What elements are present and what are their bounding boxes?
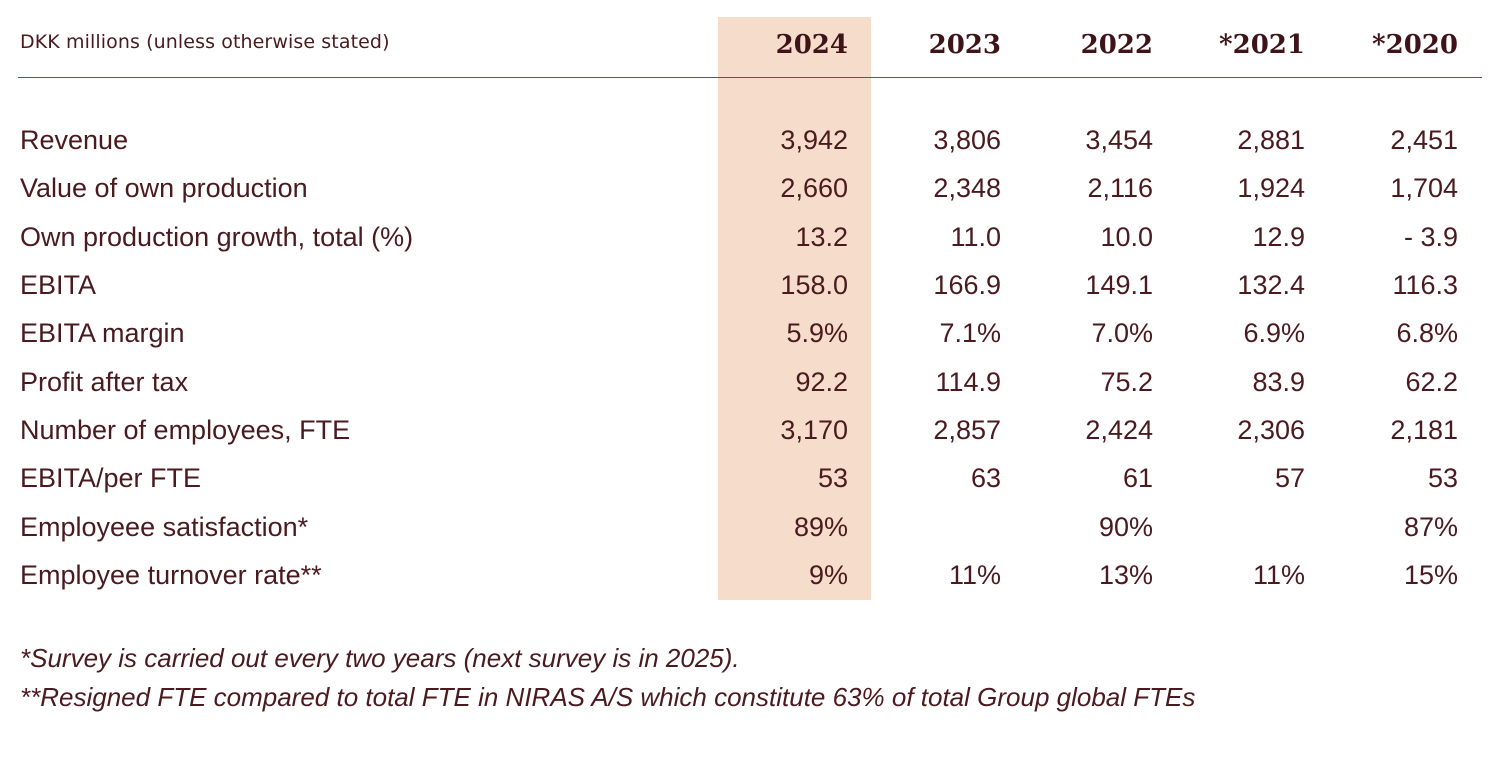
cell-2020: 53 <box>1427 463 1458 493</box>
table-row-employee-turnover-rate: Employee turnover rate** 9% 11% 13% 11% … <box>0 553 1500 597</box>
cell-2024: 9% <box>808 560 848 590</box>
year-header-2020: *2020 <box>1372 30 1458 60</box>
cell-2023: 114.9 <box>935 367 1001 397</box>
row-label: Own production growth, total (%) <box>20 222 414 252</box>
cell-2024: 92.2 <box>795 367 848 397</box>
cell-2022: 2,116 <box>1087 173 1153 203</box>
cell-2024: 89% <box>793 512 848 542</box>
cell-2023: 2,348 <box>933 173 1001 203</box>
unit-label: DKK millions (unless otherwise stated) <box>20 31 390 53</box>
cell-2021: 2,881 <box>1237 125 1305 155</box>
cell-2022: 149.1 <box>1085 270 1153 300</box>
table-row-number-of-employees: Number of employees, FTE 3,170 2,857 2,4… <box>0 408 1500 452</box>
table-row-revenue: Revenue 3,942 3,806 3,454 2,881 2,451 <box>0 118 1500 162</box>
table-row-ebita-margin: EBITA margin 5.9% 7.1% 7.0% 6.9% 6.8% <box>0 311 1500 355</box>
cell-2024: 3,170 <box>780 415 848 445</box>
cell-2024: 2,660 <box>780 173 848 203</box>
footnote-turnover: **Resigned FTE compared to total FTE in … <box>20 682 1196 712</box>
row-label: EBITA margin <box>20 318 185 348</box>
cell-2022: 2,424 <box>1085 415 1153 445</box>
header-divider <box>18 77 1482 78</box>
cell-2024: 13.2 <box>795 222 848 252</box>
cell-2021: 6.9% <box>1243 318 1305 348</box>
table-row-ebita-per-fte: EBITA/per FTE 53 63 61 57 53 <box>0 456 1500 500</box>
cell-2020: 62.2 <box>1405 367 1458 397</box>
cell-2020: 2,181 <box>1390 415 1458 445</box>
table-row-employee-satisfaction: Employeee satisfaction* 89% 90% 87% <box>0 505 1500 549</box>
year-header-2022: 2022 <box>1080 30 1153 60</box>
cell-2023: 7.1% <box>939 318 1001 348</box>
cell-2022: 90% <box>1098 512 1153 542</box>
row-label: Profit after tax <box>20 367 189 397</box>
cell-2023: 11% <box>948 560 1001 590</box>
cell-2024: 3,942 <box>780 125 848 155</box>
cell-2020: 2,451 <box>1390 125 1458 155</box>
cell-2020: 6.8% <box>1396 318 1458 348</box>
cell-2021: 57 <box>1274 463 1305 493</box>
cell-2021: 83.9 <box>1252 367 1305 397</box>
table-row-profit-after-tax: Profit after tax 92.2 114.9 75.2 83.9 62… <box>0 360 1500 404</box>
cell-2021: 1,924 <box>1237 173 1305 203</box>
table-row-ebita: EBITA 158.0 166.9 149.1 132.4 116.3 <box>0 263 1500 307</box>
cell-2020: - 3.9 <box>1403 222 1458 252</box>
cell-2021: 12.9 <box>1252 222 1305 252</box>
cell-2022: 7.0% <box>1091 318 1153 348</box>
row-label: Value of own production <box>20 173 308 203</box>
cell-2023: 166.9 <box>933 270 1001 300</box>
row-label: Number of employees, FTE <box>20 415 351 445</box>
cell-2020: 1,704 <box>1390 173 1458 203</box>
row-label: Employeee satisfaction* <box>20 512 309 542</box>
table-row-own-production-growth: Own production growth, total (%) 13.2 11… <box>0 215 1500 259</box>
cell-2023: 2,857 <box>933 415 1001 445</box>
table-row-value-of-own-production: Value of own production 2,660 2,348 2,11… <box>0 166 1500 210</box>
footnote-survey: *Survey is carried out every two years (… <box>20 643 740 673</box>
row-label: EBITA/per FTE <box>20 463 202 493</box>
cell-2020: 116.3 <box>1392 270 1458 300</box>
row-label: Revenue <box>20 125 129 155</box>
year-header-2024: 2024 <box>775 30 848 60</box>
cell-2024: 158.0 <box>780 270 848 300</box>
cell-2021: 2,306 <box>1237 415 1305 445</box>
cell-2023: 11.0 <box>950 222 1001 252</box>
year-header-2023: 2023 <box>928 30 1001 60</box>
cell-2021: 132.4 <box>1237 270 1305 300</box>
year-header-2021: *2021 <box>1219 30 1305 60</box>
cell-2024: 5.9% <box>786 318 848 348</box>
cell-2023: 3,806 <box>933 125 1001 155</box>
row-label: EBITA <box>20 270 97 300</box>
cell-2022: 3,454 <box>1085 125 1153 155</box>
cell-2022: 10.0 <box>1100 222 1153 252</box>
cell-2020: 87% <box>1403 512 1458 542</box>
cell-2023: 63 <box>970 463 1001 493</box>
cell-2020: 15% <box>1403 560 1458 590</box>
row-label: Employee turnover rate** <box>20 560 322 590</box>
cell-2022: 75.2 <box>1100 367 1153 397</box>
cell-2022: 61 <box>1122 463 1153 493</box>
cell-2022: 13% <box>1098 560 1153 590</box>
current-year-highlight <box>718 17 871 600</box>
cell-2024: 53 <box>817 463 848 493</box>
cell-2021: 11% <box>1252 560 1305 590</box>
